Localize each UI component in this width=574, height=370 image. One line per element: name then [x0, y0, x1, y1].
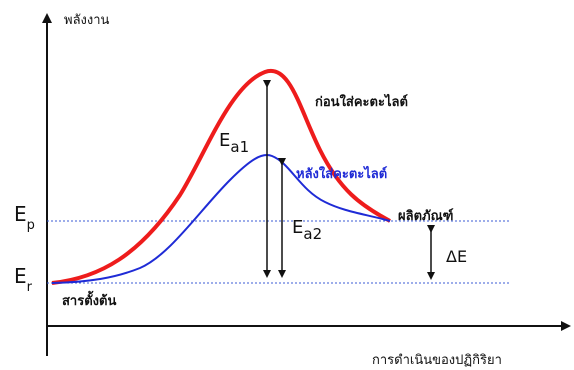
y-axis-label: พลังงาน [64, 13, 110, 28]
x-axis-label: การดำเนินของปฏิกิริยา [372, 353, 502, 368]
uncatalyzed-curve [51, 68, 391, 285]
ep-label: Ep [14, 202, 35, 233]
catalyzed-curve [51, 154, 391, 284]
delta-e-label: ΔE [446, 247, 467, 266]
catalyzed-label: หลังใส่คะตะไลต์ [296, 165, 387, 182]
er-label: Er [14, 264, 33, 295]
uncatalyzed-label: ก่อนใส่คะตะไลต์ [315, 93, 408, 110]
ea2-label: Ea2 [292, 217, 322, 243]
product-label: ผลิตภัณฑ์ [398, 208, 453, 224]
ea1-label: Ea1 [219, 130, 249, 156]
reactant-label: สารตั้งต้น [62, 290, 116, 309]
